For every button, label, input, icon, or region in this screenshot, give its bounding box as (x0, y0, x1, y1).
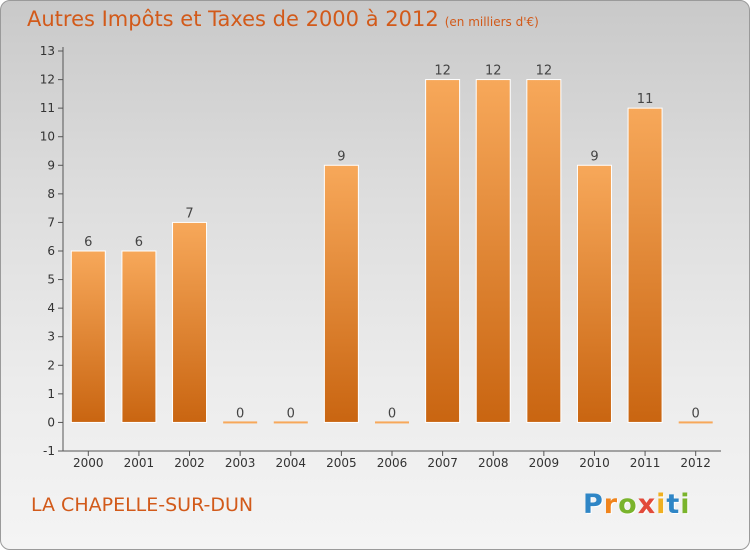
bar (172, 221, 208, 423)
x-tick-label: 2008 (478, 456, 509, 470)
x-tick-label: 2003 (225, 456, 256, 470)
y-tick-label: 7 (47, 215, 55, 229)
bar-value-label: 6 (135, 235, 143, 250)
logo-letter: o (618, 489, 638, 520)
bar (70, 250, 106, 423)
y-tick-label: 13 (40, 44, 55, 58)
bar (273, 421, 308, 424)
x-tick-label: 2000 (73, 456, 104, 470)
chart-title: Autres Impôts et Taxes de 2000 à 2012 (en… (27, 7, 539, 31)
y-tick-label: 3 (47, 330, 55, 344)
bar-value-label: 9 (590, 149, 598, 164)
y-tick-label: 4 (47, 301, 55, 315)
bar-value-label: 12 (485, 64, 502, 79)
bar-value-label: 9 (337, 149, 345, 164)
logo-letter: t (666, 489, 681, 520)
y-tick-label: 5 (47, 273, 55, 287)
x-tick-label: 2001 (124, 456, 155, 470)
bar-value-label: 11 (637, 92, 654, 107)
bar-value-label: 0 (287, 406, 295, 421)
y-tick-label: 1 (47, 387, 55, 401)
logo-letter: i (656, 489, 667, 520)
bar (323, 164, 359, 423)
y-tick-label: 11 (40, 101, 55, 115)
bar-value-label: 0 (388, 406, 396, 421)
logo-letter: r (603, 489, 619, 520)
x-tick-label: 2004 (275, 456, 306, 470)
logo-letter: x (637, 489, 657, 520)
x-tick-label: 2010 (579, 456, 610, 470)
y-tick-label: 10 (40, 130, 55, 144)
bar-value-label: 12 (434, 64, 451, 79)
x-tick-label: 2009 (529, 456, 560, 470)
bar-value-label: 6 (84, 235, 92, 250)
y-tick-label: 6 (47, 244, 55, 258)
logo-letter: i (680, 489, 691, 520)
y-tick-label: 8 (47, 187, 55, 201)
commune-name: LA CHAPELLE-SUR-DUN (31, 494, 254, 516)
bar (576, 164, 612, 423)
bar-value-label: 12 (536, 64, 553, 79)
x-tick-label: 2005 (326, 456, 357, 470)
x-tick-label: 2006 (377, 456, 408, 470)
y-tick-label: 0 (47, 415, 55, 429)
proxiti-logo: Proxiti (583, 489, 691, 520)
bar (526, 79, 562, 423)
logo-letter: P (583, 489, 604, 520)
chart-title-text: Autres Impôts et Taxes de 2000 à 2012 (27, 7, 439, 31)
bar-value-label: 0 (692, 406, 700, 421)
bar (375, 421, 409, 424)
chart-subtitle: (en milliers d'€) (444, 15, 539, 29)
x-tick-label: 2011 (630, 456, 661, 470)
y-tick-label: -1 (43, 444, 55, 458)
bar-value-label: 7 (185, 206, 193, 221)
y-tick-label: 12 (40, 73, 55, 87)
bar (121, 250, 157, 423)
x-tick-label: 2012 (680, 456, 711, 470)
bar (627, 107, 663, 423)
bar-value-label: 0 (236, 406, 244, 421)
bar (475, 79, 511, 423)
y-tick-label: 2 (47, 358, 55, 372)
x-tick-label: 2002 (174, 456, 205, 470)
bar (425, 79, 461, 423)
y-tick-label: 9 (47, 158, 55, 172)
bar (223, 421, 258, 424)
x-tick-label: 2007 (427, 456, 458, 470)
bar (678, 421, 713, 424)
